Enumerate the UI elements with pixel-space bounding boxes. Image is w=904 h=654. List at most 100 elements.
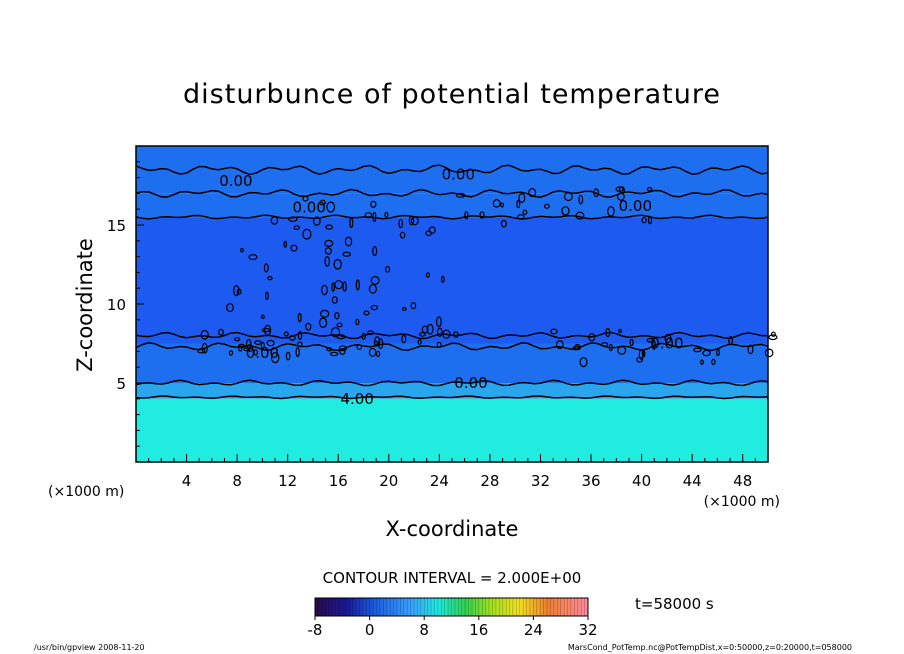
contour-island-92 — [253, 348, 258, 356]
contour-island-84 — [270, 352, 280, 364]
contour-island-104 — [646, 337, 655, 343]
field-layer-0 — [136, 398, 768, 462]
contour-island-77 — [419, 332, 426, 337]
contour-island-30 — [334, 311, 340, 320]
colorbar-tick-label-0: -8 — [308, 621, 323, 639]
contour-island-42 — [324, 239, 334, 247]
field-layer-1 — [136, 383, 768, 399]
contour-island-111 — [550, 328, 558, 335]
contour-interval-text: CONTOUR INTERVAL = 2.000E+00 — [323, 569, 582, 587]
contour-island-32 — [401, 306, 407, 312]
contour-line-4 — [135, 164, 769, 176]
contour-line-6 — [135, 331, 769, 340]
contour-island-114 — [579, 357, 588, 368]
x-tick-label-7: 32 — [531, 472, 550, 490]
x-tick-label-4: 20 — [379, 472, 398, 490]
contour-island-20 — [399, 231, 406, 239]
contour-line-0 — [135, 395, 769, 400]
contour-island-140 — [500, 202, 505, 208]
contour-label-7: 4.00 — [340, 390, 373, 408]
contour-island-16 — [370, 200, 377, 208]
contour-island-63 — [436, 316, 442, 328]
contour-island-119 — [555, 340, 564, 350]
contour-island-26 — [226, 303, 234, 313]
contour-island-59 — [326, 347, 333, 352]
contour-island-17 — [325, 224, 334, 230]
contour-island-112 — [605, 327, 611, 338]
contour-island-137 — [516, 199, 521, 209]
contour-island-153 — [201, 342, 208, 354]
contour-island-28 — [260, 314, 265, 319]
contour-island-128 — [518, 193, 526, 204]
contour-island-73 — [319, 317, 328, 328]
contour-island-89 — [237, 345, 243, 352]
contour-island-87 — [377, 338, 384, 350]
contour-island-120 — [764, 348, 774, 358]
contour-island-78 — [339, 348, 346, 355]
contour-island-18 — [326, 201, 336, 213]
contour-label-1: 0.00 — [219, 172, 252, 190]
contour-island-19 — [492, 199, 501, 208]
contour-island-55 — [425, 272, 430, 278]
contour-island-121 — [711, 358, 716, 366]
footer-left: /usr/bin/gpview 2008-11-20 — [34, 643, 145, 652]
x-tick-label-8: 36 — [581, 472, 600, 490]
contour-island-158 — [283, 331, 289, 337]
contour-island-83 — [330, 327, 341, 338]
colorbar-tick-label-4: 24 — [524, 621, 543, 639]
contour-island-67 — [442, 329, 451, 339]
contour-labels: 0.00 0.00 0.00 0.00 0.00 0.00 0.00 4.00 — [219, 165, 683, 407]
contour-island-151 — [295, 347, 300, 358]
contour-lines — [135, 164, 778, 400]
contour-island-105 — [768, 334, 778, 341]
contour-island-38 — [265, 291, 269, 300]
contour-island-149 — [200, 329, 209, 340]
contour-island-4 — [428, 226, 436, 234]
x-tick-label-1: 8 — [232, 472, 242, 490]
contour-island-27 — [372, 246, 378, 257]
contour-island-116 — [618, 328, 622, 334]
colorbar-tick-label-5: 32 — [578, 621, 597, 639]
contour-island-144 — [528, 188, 537, 198]
contour-island-132 — [544, 203, 550, 209]
contour-label-0: 0.00 — [442, 165, 475, 183]
contour-island-138 — [618, 186, 625, 195]
contour-island-109 — [629, 338, 634, 347]
x-tick-label-2: 12 — [278, 472, 297, 490]
contour-island-152 — [285, 351, 291, 361]
contour-island-125 — [638, 349, 645, 360]
contour-island-33 — [363, 310, 370, 316]
contour-island-82 — [376, 350, 381, 358]
x-tick-label-11: 48 — [733, 472, 752, 490]
contour-island-129 — [561, 206, 570, 216]
contour-island-126 — [641, 216, 647, 224]
contour-island-6 — [288, 216, 298, 223]
contour-island-148 — [196, 348, 206, 354]
contour-island-12 — [410, 216, 419, 226]
contour-island-150 — [254, 340, 262, 346]
contour-island-34 — [331, 282, 336, 292]
contour-island-0 — [384, 211, 389, 218]
contour-island-81 — [233, 337, 241, 342]
contour-island-70 — [361, 332, 366, 340]
contour-island-139 — [575, 211, 585, 220]
x-tick-label-3: 16 — [329, 472, 348, 490]
contour-island-124 — [702, 349, 711, 357]
contour-island-95 — [436, 327, 443, 337]
contour-island-100 — [572, 345, 581, 351]
contour-island-29 — [342, 251, 352, 257]
contour-island-11 — [319, 199, 326, 206]
contour-island-57 — [297, 312, 302, 323]
contour-island-46 — [368, 284, 377, 294]
contour-island-123 — [770, 331, 776, 337]
colorbar-segments — [314, 598, 589, 616]
contour-island-141 — [578, 194, 584, 205]
contour-label-2: 0.00 — [292, 199, 325, 217]
contour-island-48 — [233, 285, 240, 297]
contour-island-49 — [370, 304, 379, 311]
contour-island-53 — [290, 244, 298, 252]
contour-island-22 — [283, 240, 288, 248]
x-tick-label-0: 4 — [182, 472, 192, 490]
contour-label-5: 0.00 — [246, 344, 279, 362]
contour-label-4: 0.00 — [650, 335, 683, 353]
